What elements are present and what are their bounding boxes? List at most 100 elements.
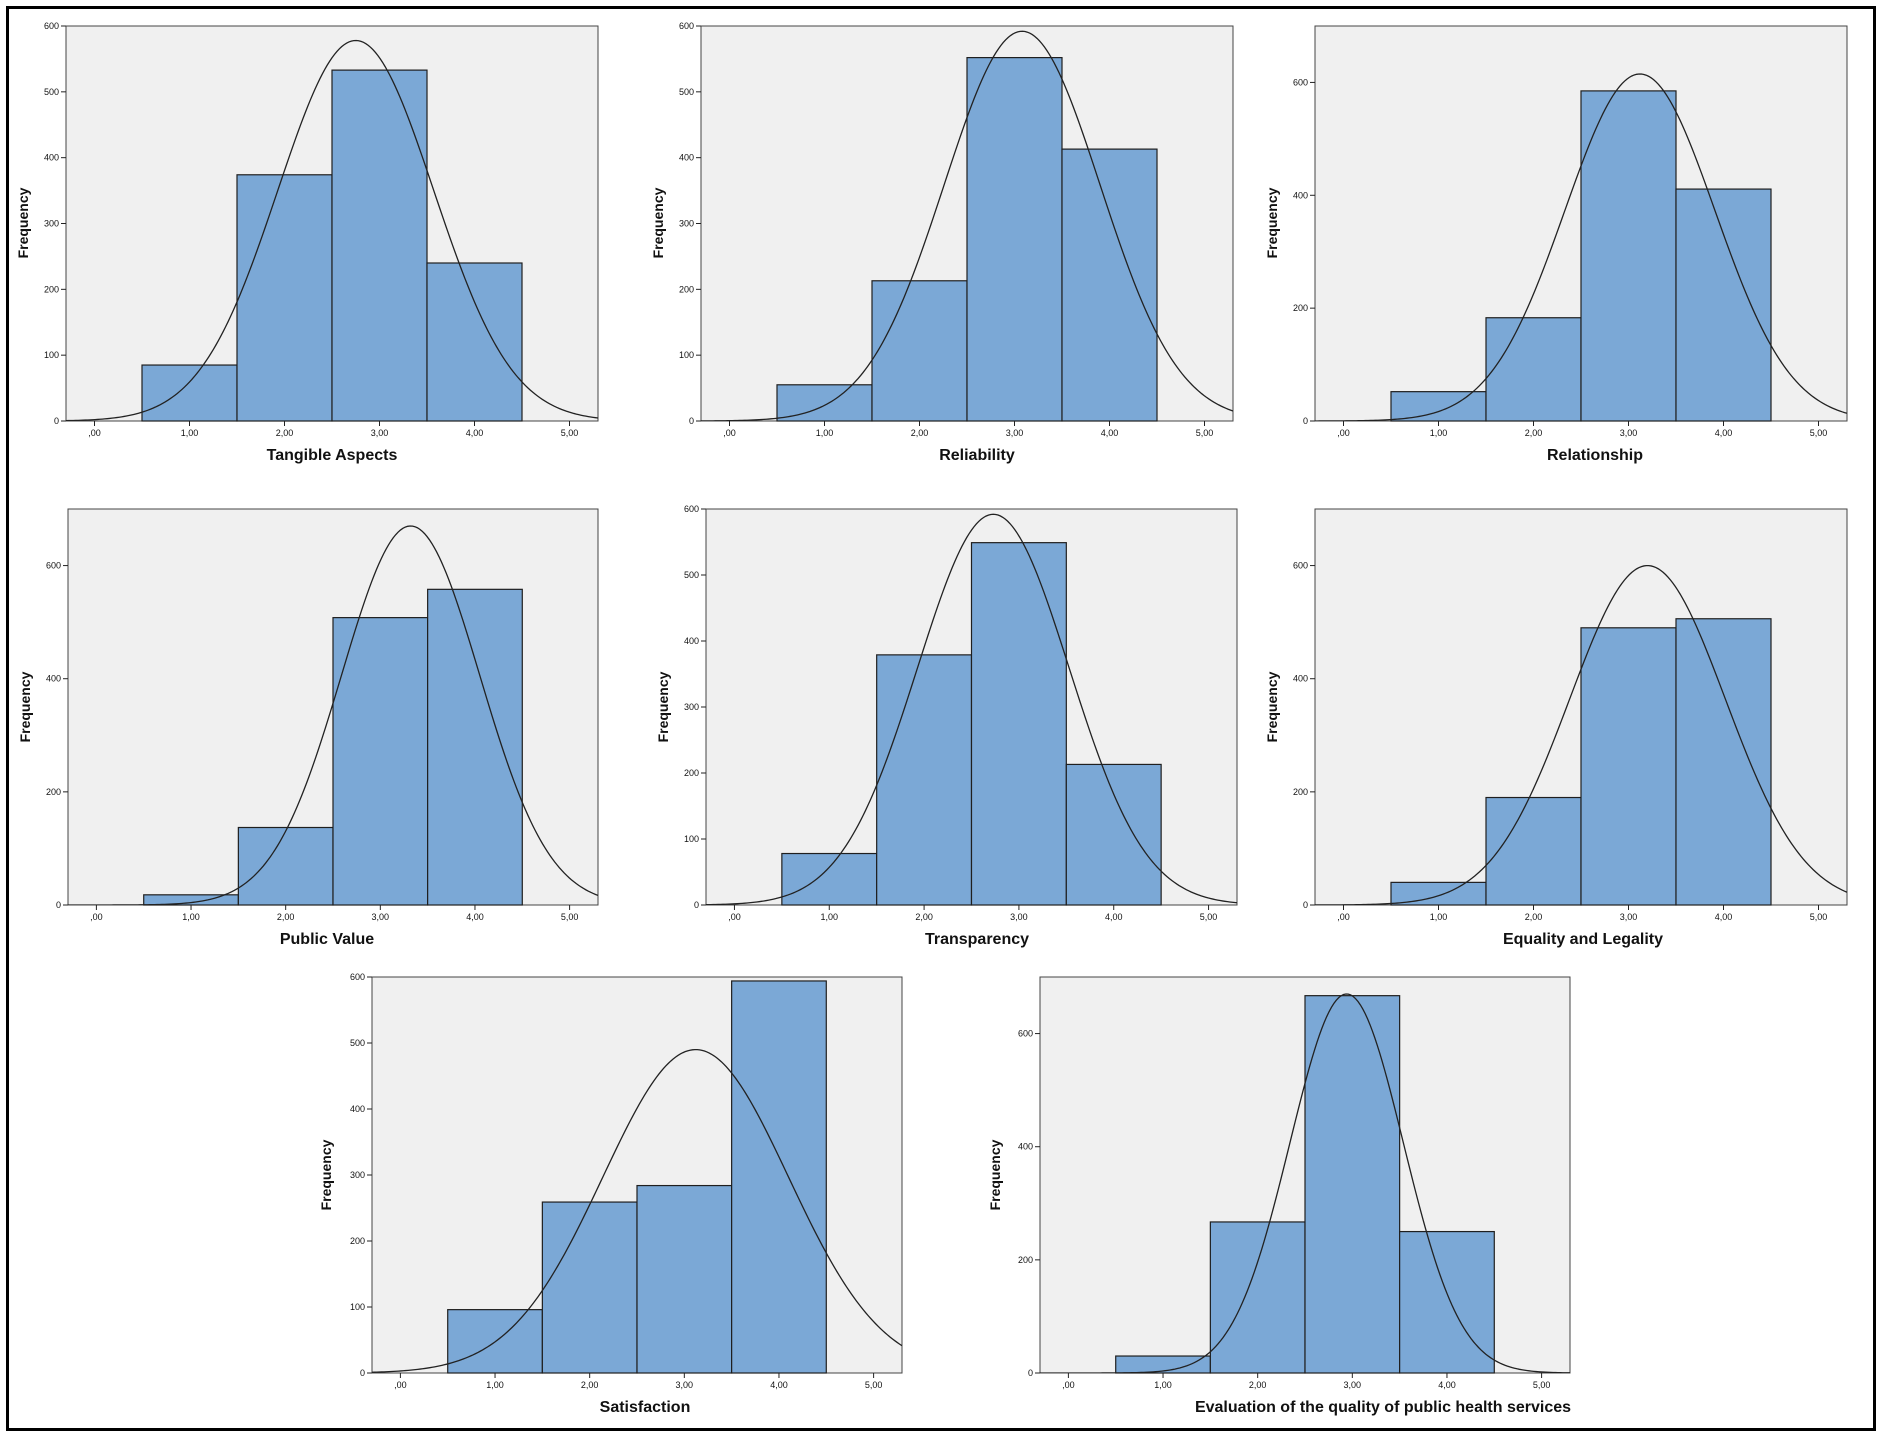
histogram-relationship: 0 200 400 600 ,00 1,00 2,00 3,00 4,00 5,00 Relatio… — [1264, 25, 1848, 464]
bar-bin-2 — [1209, 1221, 1306, 1374]
x-axis-label: Public Value — [280, 931, 374, 948]
x-tick-label: ,00 — [723, 428, 736, 438]
y-tick-label: 600 — [684, 504, 699, 514]
y-tick-label: 0 — [1303, 900, 1308, 910]
x-tick-label: 5,00 — [865, 1380, 883, 1390]
y-tick-label: 200 — [350, 1236, 365, 1246]
bar-bin-1 — [1390, 391, 1487, 422]
y-tick-label: 200 — [1293, 303, 1308, 313]
bar-bin-2 — [541, 1201, 638, 1374]
y-tick-label: 400 — [684, 636, 699, 646]
x-tick-label: 5,00 — [1533, 1380, 1551, 1390]
y-tick-label: 0 — [1303, 416, 1308, 426]
histogram-reliability: 0 100 200 300 400 500 600 ,00 1,00 2,00 3,00 4,00 5,… — [650, 21, 1234, 464]
x-tick-label: ,00 — [728, 912, 741, 922]
normal-curve — [66, 39, 598, 421]
y-tick-label: 200 — [1293, 787, 1308, 797]
y-tick-label: 200 — [46, 787, 61, 797]
normal-curve — [706, 513, 1237, 905]
histogram-public-value: 0 200 400 600 ,00 1,00 2,00 3,00 4,00 5,00 Public … — [17, 508, 599, 948]
y-tick-label: 100 — [679, 350, 694, 360]
y-tick-label: 300 — [679, 219, 694, 229]
y-tick-label: 0 — [56, 900, 61, 910]
y-tick-label: 500 — [350, 1038, 365, 1048]
y-tick-label: 500 — [679, 87, 694, 97]
y-tick-label: 400 — [1018, 1142, 1033, 1152]
x-tick-label: ,00 — [1062, 1380, 1075, 1390]
y-tick-label: 0 — [694, 900, 699, 910]
x-tick-label: 3,00 — [1344, 1380, 1362, 1390]
x-tick-label: ,00 — [88, 428, 101, 438]
x-tick-label: 2,00 — [277, 912, 295, 922]
bar-bin-4 — [1675, 618, 1772, 906]
y-tick-label: 300 — [684, 702, 699, 712]
bar-bin-2 — [1485, 796, 1582, 906]
x-axis-label: Tangible Aspects — [267, 447, 398, 464]
normal-curve — [1040, 993, 1570, 1373]
y-tick-label: 200 — [44, 284, 59, 294]
x-tick-label: 4,00 — [1101, 428, 1119, 438]
y-tick-label: 600 — [679, 21, 694, 31]
y-tick-label: 200 — [684, 768, 699, 778]
y-tick-label: 200 — [679, 284, 694, 294]
bar-bin-2 — [876, 654, 973, 906]
x-tick-label: 3,00 — [372, 912, 390, 922]
x-tick-label: 2,00 — [1525, 912, 1543, 922]
x-tick-label: 4,00 — [770, 1380, 788, 1390]
normal-curve — [372, 1048, 902, 1373]
x-axis-label: Relationship — [1547, 447, 1643, 464]
x-tick-label: 2,00 — [915, 912, 933, 922]
y-tick-label: 400 — [679, 153, 694, 163]
x-axis-label: Evaluation of the quality of public heal… — [1195, 1399, 1571, 1416]
y-tick-label: 600 — [1293, 77, 1308, 87]
x-tick-label: 4,00 — [1715, 428, 1733, 438]
bar-bin-4 — [1065, 763, 1162, 906]
normal-curve — [1315, 564, 1847, 905]
x-axis-label: Satisfaction — [600, 1399, 691, 1416]
x-tick-label: 1,00 — [821, 912, 839, 922]
bar-bin-4 — [1061, 148, 1158, 422]
bar-bin-3 — [331, 69, 428, 422]
bar-bin-3 — [970, 542, 1067, 906]
y-tick-label: 100 — [684, 834, 699, 844]
x-tick-label: 3,00 — [676, 1380, 694, 1390]
x-axis-label: Reliability — [939, 447, 1015, 464]
y-tick-label: 600 — [1018, 1029, 1033, 1039]
x-tick-label: 4,00 — [466, 912, 484, 922]
x-tick-label: 1,00 — [816, 428, 834, 438]
x-tick-label: 5,00 — [1810, 912, 1828, 922]
y-tick-label: 500 — [684, 570, 699, 580]
y-tick-label: 400 — [350, 1104, 365, 1114]
y-tick-label: 400 — [1293, 190, 1308, 200]
x-tick-label: ,00 — [1337, 428, 1350, 438]
x-tick-label: 1,00 — [182, 912, 200, 922]
y-tick-label: 400 — [44, 153, 59, 163]
y-tick-label: 0 — [1028, 1368, 1033, 1378]
y-tick-label: 500 — [44, 87, 59, 97]
y-axis-label: Frequency — [987, 1139, 1003, 1210]
bar-bin-2 — [236, 174, 333, 422]
y-tick-label: 400 — [1293, 674, 1308, 684]
y-tick-label: 600 — [350, 972, 365, 982]
y-tick-label: 0 — [360, 1368, 365, 1378]
y-tick-label: 300 — [350, 1170, 365, 1180]
normal-curve — [701, 30, 1233, 421]
y-axis-label: Frequency — [655, 671, 671, 742]
x-tick-label: 5,00 — [561, 912, 579, 922]
x-tick-label: ,00 — [1337, 912, 1350, 922]
x-tick-label: ,00 — [394, 1380, 407, 1390]
normal-curve — [1315, 73, 1847, 421]
y-tick-label: 200 — [1018, 1255, 1033, 1265]
y-tick-label: 400 — [46, 674, 61, 684]
bar-bin-3 — [1304, 995, 1401, 1374]
y-tick-label: 300 — [44, 219, 59, 229]
y-tick-label: 600 — [46, 561, 61, 571]
x-tick-label: 3,00 — [1620, 428, 1638, 438]
x-tick-label: ,00 — [90, 912, 103, 922]
x-tick-label: 3,00 — [1620, 912, 1638, 922]
y-tick-label: 100 — [350, 1302, 365, 1312]
x-tick-label: 5,00 — [1810, 428, 1828, 438]
x-tick-label: 4,00 — [466, 428, 484, 438]
x-axis-label: Equality and Legality — [1503, 931, 1663, 948]
x-tick-label: 2,00 — [276, 428, 294, 438]
